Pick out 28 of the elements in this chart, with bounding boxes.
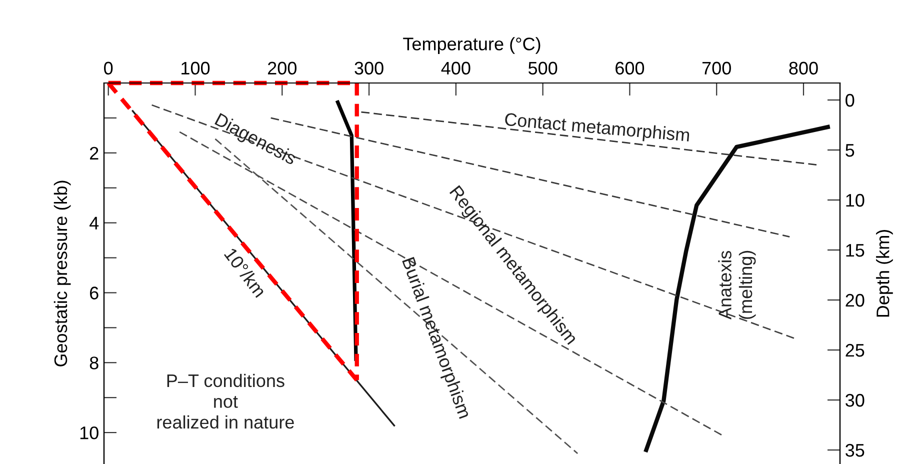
y2-tick-label: 15 [846, 244, 864, 257]
y2-tick-label: 0 [846, 94, 854, 107]
annotation: Contact metamorphism [504, 112, 690, 146]
y2-tick-label: 20 [846, 294, 864, 307]
y2-tick-label: 35 [846, 444, 864, 457]
y-tick-label: 6 [90, 286, 98, 300]
x-tick-label: 200 [268, 62, 296, 75]
y-tick-label: 10 [80, 426, 98, 440]
x-tick-label: 100 [182, 62, 210, 75]
y-tick-label: 8 [90, 356, 98, 370]
x-axis-title: Temperature (°C) [403, 37, 540, 54]
x-tick-label: 800 [789, 62, 818, 75]
y2-tick-label: 25 [846, 344, 864, 357]
x-tick-label: 0 [104, 62, 113, 75]
x-tick-label: 300 [354, 62, 384, 75]
annotation: P–T conditions not realized in nature [157, 374, 294, 429]
annotation: Anatexis (melting) [718, 250, 756, 320]
x-tick-label: 400 [441, 62, 470, 75]
x-tick-label: 700 [702, 62, 731, 75]
y-axis-title: Geostatic pressure (kb) [54, 180, 71, 366]
y2-tick-label: 5 [846, 144, 854, 157]
x-tick-label: 500 [528, 62, 558, 75]
x-tick-label: 600 [616, 62, 644, 75]
y2-tick-label: 30 [846, 394, 864, 407]
y-tick-label: 4 [90, 216, 99, 230]
y2-tick-label: 10 [846, 194, 864, 207]
y2-axis-title: Depth (km) [876, 230, 893, 317]
y-tick-label: 2 [90, 146, 98, 160]
